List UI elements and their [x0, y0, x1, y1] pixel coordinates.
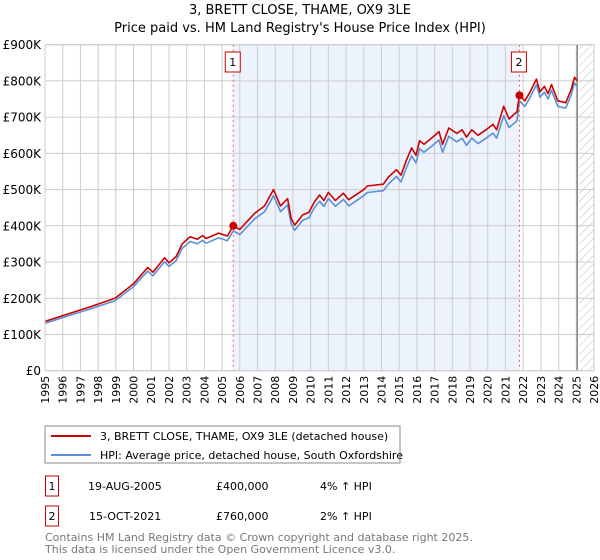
transaction-marker-box	[45, 505, 59, 527]
x-tick-label: 2020	[482, 376, 495, 404]
legend: 3, BRETT CLOSE, THAME, OX9 3LE (detached…	[44, 425, 403, 464]
x-tick-label: 2014	[375, 376, 388, 404]
x-tick-label: 2016	[411, 376, 424, 404]
transaction-date: 19-AUG-2005	[88, 480, 162, 493]
legend-box	[44, 425, 401, 464]
transaction-row: 1 19-AUG-2005 £400,000 4% ↑ HPI	[45, 475, 372, 497]
x-tick-label: 2022	[517, 376, 530, 404]
x-tick-label: 2026	[588, 376, 600, 404]
sale-label-box	[224, 51, 241, 73]
x-tick-label: 2024	[553, 376, 566, 404]
x-tick-label: 1997	[74, 376, 87, 404]
transaction-number: 1	[49, 480, 56, 493]
legend-label-hpi: HPI: Average price, detached house, Sout…	[100, 449, 403, 462]
chart-title: 3, BRETT CLOSE, THAME, OX9 3LE	[189, 3, 411, 18]
ownership-period-shade	[233, 44, 520, 371]
transaction-price: £760,000	[216, 510, 269, 523]
sale-point	[229, 221, 238, 230]
x-tick-label: 2006	[234, 376, 247, 404]
y-tick-label: £600K	[3, 147, 43, 161]
transaction-price: £400,000	[216, 480, 269, 493]
y-tick-label: £0	[26, 364, 41, 378]
transaction-hpi-diff: 4% ↑ HPI	[320, 480, 372, 493]
chart-subtitle: Price paid vs. HM Land Registry's House …	[114, 21, 486, 36]
y-tick-label: £800K	[3, 74, 43, 88]
x-tick-label: 2013	[358, 376, 371, 404]
transaction-number: 2	[49, 510, 56, 523]
sale-label-box	[510, 51, 527, 73]
x-tick-label: 2019	[464, 376, 477, 404]
transaction-hpi-diff: 2% ↑ HPI	[320, 510, 372, 523]
x-tick-label: 2003	[181, 376, 194, 404]
y-tick-label: £100K	[3, 328, 43, 342]
x-tick-label: 2017	[429, 376, 442, 404]
transaction-marker-box	[45, 475, 59, 497]
x-tick-label: 2015	[393, 376, 406, 404]
footer-copyright: Contains HM Land Registry data © Crown c…	[45, 531, 473, 544]
x-tick-label: 1998	[92, 376, 105, 404]
sale-label: 2	[515, 56, 522, 69]
footer-licence: This data is licensed under the Open Gov…	[44, 543, 395, 556]
y-tick-label: £300K	[3, 256, 43, 270]
x-tick-label: 2025	[570, 376, 583, 404]
x-tick-label: 2011	[322, 376, 335, 404]
x-tick-label: 2000	[128, 376, 141, 404]
x-tick-label: 2008	[269, 376, 282, 404]
x-tick-label: 2012	[340, 376, 353, 404]
x-tick-label: 2010	[305, 376, 318, 404]
y-tick-label: £500K	[3, 183, 43, 197]
x-tick-label: 2021	[499, 376, 512, 404]
x-tick-label: 2005	[216, 376, 229, 404]
y-tick-label: £200K	[3, 292, 43, 306]
plot-frame	[44, 44, 595, 372]
x-tick-label: 1996	[57, 376, 70, 404]
x-tick-label: 1999	[110, 376, 123, 404]
transaction-date: 15-OCT-2021	[89, 510, 161, 523]
x-tick-label: 2001	[145, 376, 158, 404]
future-hatch-region	[579, 44, 594, 371]
x-tick-label: 2002	[163, 376, 176, 404]
x-tick-label: 2018	[446, 376, 459, 404]
x-tick-label: 2009	[287, 376, 300, 404]
y-tick-label: £700K	[3, 111, 43, 125]
x-tick-label: 2007	[252, 376, 265, 404]
x-tick-label: 2004	[198, 376, 211, 404]
y-tick-label: £900K	[3, 38, 43, 52]
sale-label: 1	[229, 56, 236, 69]
transaction-row: 2 15-OCT-2021 £760,000 2% ↑ HPI	[45, 505, 372, 527]
x-tick-label: 2023	[535, 376, 548, 404]
sale-point	[515, 91, 524, 100]
x-tick-label: 1995	[39, 376, 52, 404]
legend-label-property: 3, BRETT CLOSE, THAME, OX9 3LE (detached…	[100, 430, 388, 443]
y-tick-label: £400K	[3, 219, 43, 233]
